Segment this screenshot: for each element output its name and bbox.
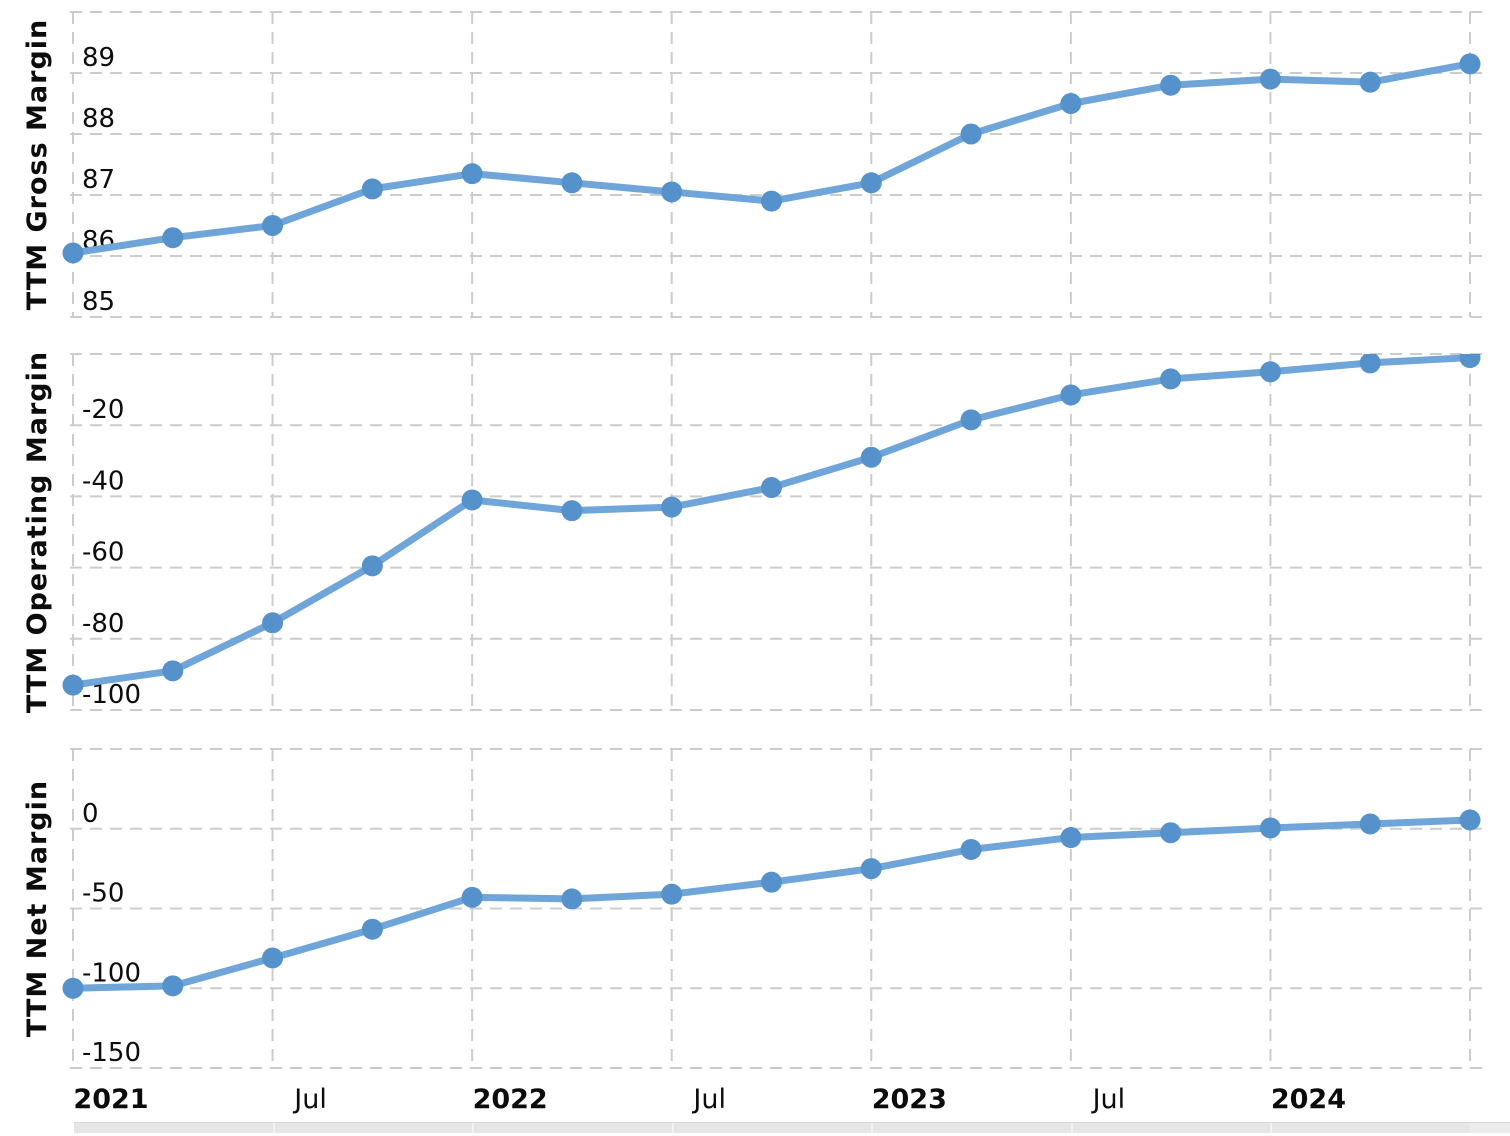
data-point[interactable] [461, 489, 483, 511]
slider-tick [1270, 1123, 1273, 1133]
x-axis-label: 2023 [872, 1084, 947, 1115]
data-point[interactable] [661, 496, 683, 518]
slider-tick [1070, 1123, 1073, 1133]
data-point[interactable] [1060, 384, 1082, 406]
series-line [69, 354, 1474, 689]
data-point[interactable] [1060, 93, 1082, 114]
data-point[interactable] [1259, 361, 1281, 383]
y-tick-label: -50 [82, 879, 124, 909]
data-point[interactable] [860, 858, 882, 880]
y-axis-title: TTM Gross Margin [22, 19, 53, 311]
data-point[interactable] [761, 190, 782, 212]
data-point[interactable] [960, 838, 982, 860]
data-point[interactable] [1459, 347, 1481, 369]
data-point[interactable] [62, 242, 84, 264]
y-tick-label: -100 [82, 958, 141, 988]
data-point[interactable] [162, 227, 184, 249]
data-point[interactable] [661, 181, 683, 203]
panel-ttm-net-margin: 0 -50 -100 -150 TTM Net Margin [22, 748, 1487, 1069]
data-point[interactable] [561, 888, 583, 910]
data-point[interactable] [62, 977, 84, 999]
data-point[interactable] [1359, 71, 1381, 93]
data-point[interactable] [262, 612, 284, 634]
data-point[interactable] [1160, 368, 1182, 390]
data-point[interactable] [1259, 817, 1281, 839]
data-point[interactable] [262, 947, 284, 969]
data-point[interactable] [761, 871, 782, 893]
x-axis-label: 2022 [473, 1084, 548, 1115]
y-tick-label: 88 [82, 104, 115, 134]
data-point[interactable] [661, 883, 683, 905]
x-axis-label: Jul [1091, 1084, 1126, 1115]
data-point[interactable] [461, 886, 483, 908]
slider-tick [272, 1123, 275, 1133]
y-axis-title: TTM Operating Margin [22, 351, 53, 713]
y-tick-label: 0 [82, 799, 99, 829]
data-point[interactable] [162, 975, 184, 997]
data-point[interactable] [1160, 822, 1182, 844]
y-tick-label: 85 [82, 287, 115, 317]
data-point[interactable] [960, 409, 982, 431]
slider-track-end [1470, 1123, 1510, 1133]
data-point[interactable] [561, 172, 583, 194]
x-axis-label: Jul [292, 1084, 327, 1115]
data-point[interactable] [561, 500, 583, 522]
slider-tick [671, 1123, 674, 1133]
data-point[interactable] [761, 477, 782, 498]
slider-tick [472, 1123, 475, 1133]
y-tick-label: -60 [82, 538, 124, 568]
data-point[interactable] [1060, 827, 1082, 849]
data-point[interactable] [1359, 813, 1381, 835]
data-point[interactable] [1160, 74, 1182, 96]
data-point[interactable] [62, 674, 84, 696]
data-point[interactable] [1359, 352, 1381, 374]
y-axis-title: TTM Net Margin [22, 780, 53, 1037]
data-point[interactable] [960, 123, 982, 145]
series-line [69, 816, 1474, 992]
data-point[interactable] [860, 172, 882, 194]
slider-tick [871, 1123, 874, 1133]
data-point[interactable] [461, 163, 483, 185]
y-tick-label: -150 [82, 1038, 141, 1068]
data-point[interactable] [361, 178, 383, 200]
series-ttm-gross-margin [62, 53, 1481, 264]
y-tick-label: 89 [82, 43, 115, 73]
data-point[interactable] [162, 660, 184, 682]
data-point[interactable] [1259, 68, 1281, 90]
data-point[interactable] [361, 555, 383, 577]
y-tick-label: 87 [82, 165, 115, 195]
data-point[interactable] [361, 918, 383, 940]
y-tick-label: -80 [82, 609, 124, 639]
range-slider-track[interactable] [74, 1122, 1510, 1133]
y-tick-label: -20 [82, 395, 124, 425]
x-axis-label: Jul [691, 1084, 726, 1115]
x-axis-label: 2024 [1271, 1084, 1346, 1115]
data-point[interactable] [262, 215, 284, 236]
data-point[interactable] [1459, 53, 1481, 75]
series-ttm-operating-margin [62, 347, 1481, 696]
data-point[interactable] [860, 446, 882, 468]
y-tick-label: -40 [82, 466, 124, 496]
series-ttm-net-margin [62, 809, 1481, 999]
x-axis-label: 2021 [73, 1084, 148, 1115]
data-point[interactable] [1459, 809, 1481, 831]
